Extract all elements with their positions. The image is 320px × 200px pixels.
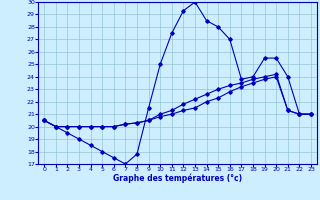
X-axis label: Graphe des températures (°c): Graphe des températures (°c): [113, 174, 242, 183]
